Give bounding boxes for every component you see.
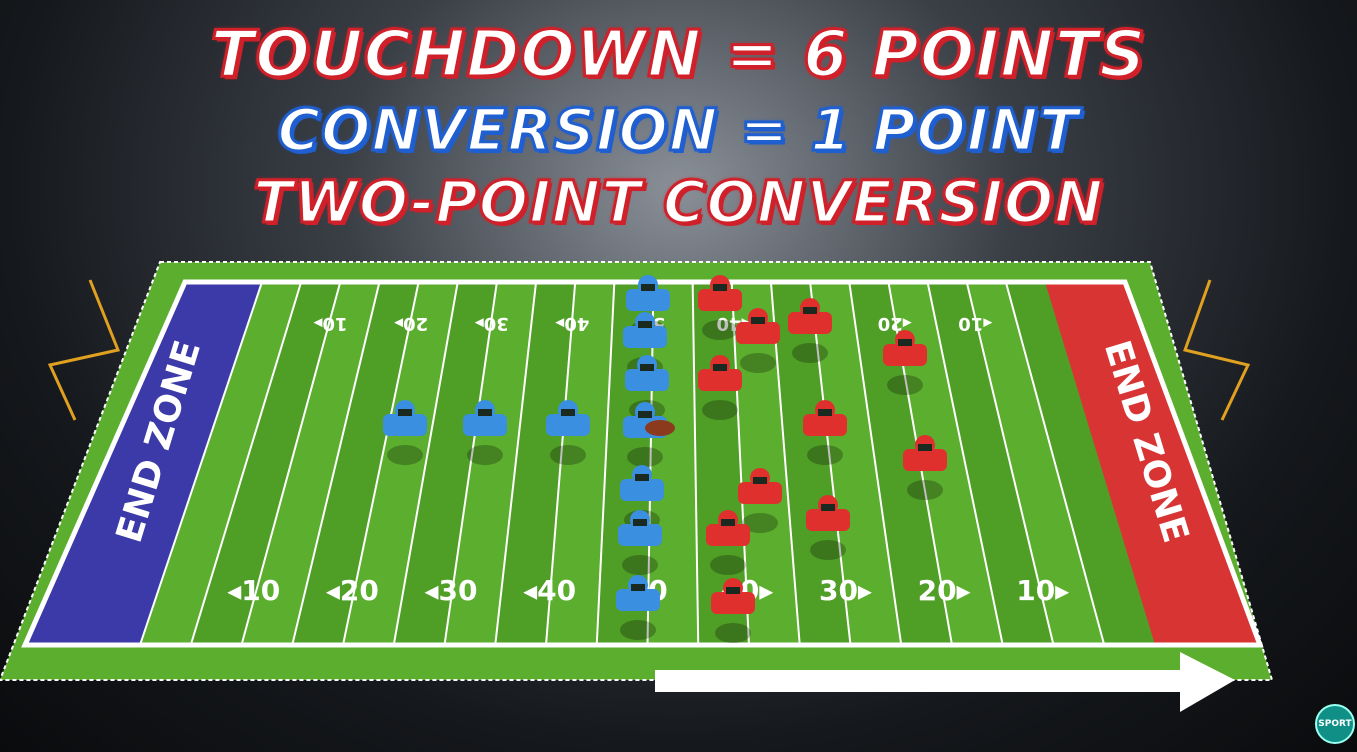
blue-player — [618, 510, 662, 575]
yard-line — [494, 281, 538, 646]
left-end-zone — [25, 282, 262, 645]
right-goal-post — [1183, 279, 1251, 421]
grass-stripe — [495, 282, 576, 645]
yard-line — [1004, 281, 1106, 646]
yard-number-top: 10▸ — [313, 313, 347, 334]
yard-number-top: 40▸ — [555, 313, 589, 334]
red-player — [806, 495, 850, 560]
red-player — [736, 308, 780, 373]
left-goal-post — [47, 279, 121, 421]
yard-number-bottom: ◂20 — [326, 574, 379, 607]
grass-stripe — [190, 282, 341, 645]
yard-number-bottom: ◂10 — [227, 574, 280, 607]
yard-line — [139, 281, 263, 646]
yard-line — [342, 281, 420, 646]
red-player — [803, 400, 847, 465]
yard-number-top: ◂10 — [958, 313, 992, 334]
field-boundary — [21, 279, 1264, 648]
yard-number-bottom: ◂40 — [523, 574, 576, 607]
yard-line — [240, 281, 342, 646]
yard-number-bottom: ◂30 — [424, 574, 477, 607]
yard-line — [848, 281, 903, 646]
blue-player — [383, 400, 427, 465]
red-player — [706, 510, 750, 575]
yard-line — [691, 281, 700, 646]
red-player — [788, 298, 832, 363]
right-end-zone — [1045, 282, 1260, 645]
yard-line — [809, 281, 852, 646]
channel-logo: SPORT — [1315, 704, 1355, 744]
yard-line — [965, 281, 1055, 646]
red-player — [903, 435, 947, 500]
yard-line — [545, 281, 577, 646]
blue-player — [463, 400, 507, 465]
yard-number-top: 20▸ — [394, 313, 428, 334]
yard-line — [291, 281, 381, 646]
yard-line — [730, 281, 750, 646]
football — [645, 420, 675, 436]
yard-number-bottom: 20▸ — [918, 574, 971, 607]
grass-stripe — [927, 282, 1054, 645]
yard-number-top: ◂20 — [878, 313, 912, 334]
yard-line — [595, 281, 616, 646]
headline-touchdown: TOUCHDOWN = 6 POINTS — [209, 17, 1147, 94]
yard-line — [392, 281, 459, 646]
headline-two-point: TWO-POINT CONVERSION — [252, 167, 1104, 238]
red-player — [883, 330, 927, 395]
red-player — [698, 355, 742, 420]
yard-line — [926, 281, 1004, 646]
yard-number-bottom: 10▸ — [1016, 574, 1069, 607]
red-player — [698, 275, 742, 340]
grass-stripe — [849, 282, 952, 645]
yard-line — [443, 281, 498, 646]
headline-conversion: CONVERSION = 1 POINT — [276, 95, 1080, 166]
red-player — [711, 578, 755, 643]
yard-line — [189, 281, 303, 646]
grass-stripe — [292, 282, 419, 645]
direction-arrow — [655, 652, 1235, 712]
grass-stripe — [393, 282, 497, 645]
yard-number-bottom: 30▸ — [819, 574, 872, 607]
yard-number-top: 30▸ — [475, 313, 509, 334]
logo-text: SPORT — [1318, 719, 1352, 729]
grass-stripe — [1005, 282, 1155, 645]
blue-player — [616, 575, 660, 640]
blue-player — [546, 400, 590, 465]
grass-stripe — [770, 282, 851, 645]
red-player — [738, 468, 782, 533]
